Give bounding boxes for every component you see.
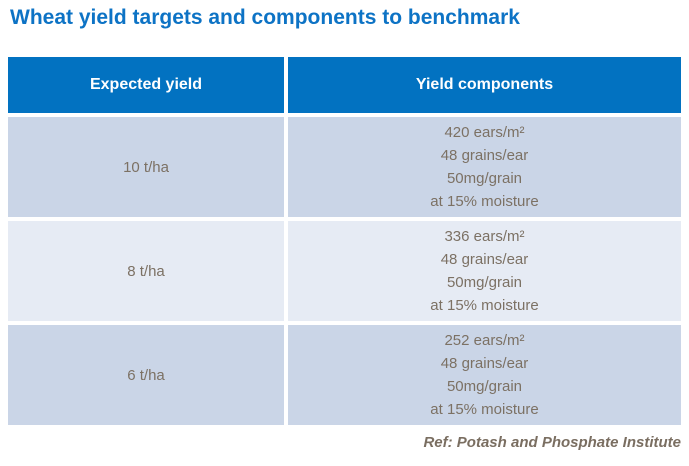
expected-yield-cell: 6 t/ha xyxy=(8,325,284,425)
component-line: 50mg/grain xyxy=(446,274,523,291)
yield-components-cell: 336 ears/m² 48 grains/ear 50mg/grain at … xyxy=(288,221,681,321)
column-header-label: Yield components xyxy=(415,76,554,93)
component-line: 420 ears/m² xyxy=(444,124,525,141)
page-title: Wheat yield targets and components to be… xyxy=(10,6,520,29)
expected-yield-cell: 8 t/ha xyxy=(8,221,284,321)
column-header-label: Expected yield xyxy=(89,76,203,93)
column-header-yield-components: Yield components xyxy=(288,57,681,113)
component-line: at 15% moisture xyxy=(430,193,539,210)
table-row: 10 t/ha 420 ears/m² 48 grains/ear 50mg/g… xyxy=(8,117,681,217)
reference-note: Ref: Potash and Phosphate Institute xyxy=(423,434,681,451)
component-line: 336 ears/m² xyxy=(444,228,525,245)
table-row: 8 t/ha 336 ears/m² 48 grains/ear 50mg/gr… xyxy=(8,221,681,321)
component-line: 48 grains/ear xyxy=(440,147,529,164)
component-line: 48 grains/ear xyxy=(440,355,529,372)
table-row: 6 t/ha 252 ears/m² 48 grains/ear 50mg/gr… xyxy=(8,325,681,425)
expected-yield-value: 8 t/ha xyxy=(127,262,165,280)
component-line: at 15% moisture xyxy=(430,297,539,314)
component-line: 48 grains/ear xyxy=(440,251,529,268)
component-line: 50mg/grain xyxy=(446,378,523,395)
component-line: 252 ears/m² xyxy=(444,332,525,349)
component-line: 50mg/grain xyxy=(446,170,523,187)
column-header-expected-yield: Expected yield xyxy=(8,57,284,113)
expected-yield-value: 10 t/ha xyxy=(123,158,169,176)
table-header-row: Expected yield Yield components xyxy=(8,57,681,113)
expected-yield-value: 6 t/ha xyxy=(127,366,165,384)
expected-yield-cell: 10 t/ha xyxy=(8,117,284,217)
component-line: at 15% moisture xyxy=(430,401,539,418)
yield-components-cell: 252 ears/m² 48 grains/ear 50mg/grain at … xyxy=(288,325,681,425)
yield-components-cell: 420 ears/m² 48 grains/ear 50mg/grain at … xyxy=(288,117,681,217)
yield-table: Expected yield Yield components 10 t/ha … xyxy=(8,57,681,429)
